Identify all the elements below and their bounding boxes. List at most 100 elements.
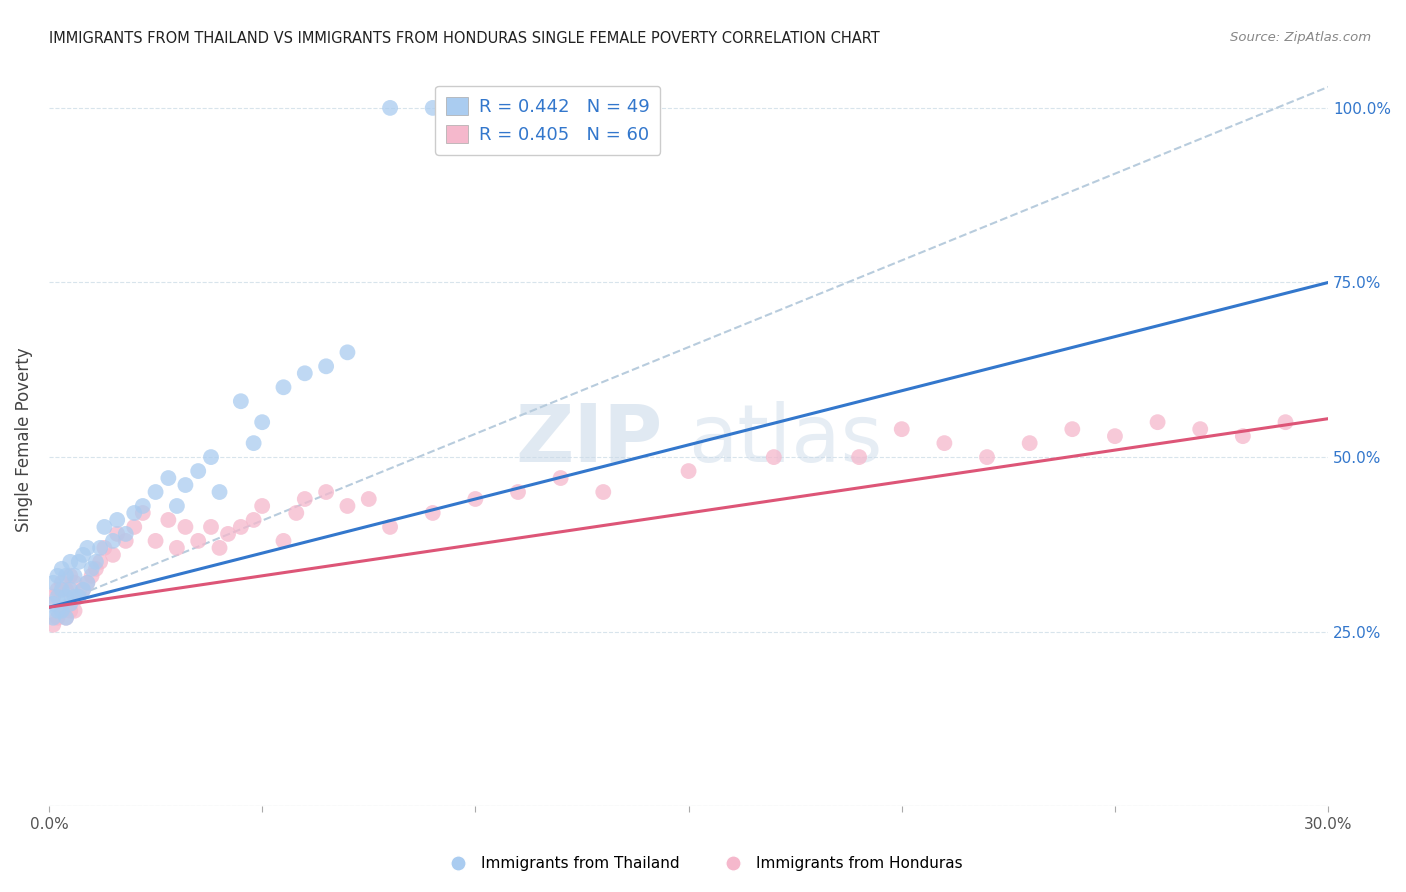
Point [273, 380, 295, 394]
Point [762, 450, 785, 464]
Point [506, 485, 529, 500]
Point [934, 436, 956, 450]
Legend: Immigrants from Thailand, Immigrants from Honduras: Immigrants from Thailand, Immigrants fro… [437, 850, 969, 877]
Point [217, 527, 239, 541]
Point [59, 604, 82, 618]
Point [55, 569, 77, 583]
Point [132, 499, 155, 513]
Point [51, 582, 73, 597]
Point [166, 541, 188, 555]
Point [51, 575, 73, 590]
Point [72, 582, 94, 597]
Y-axis label: Single Female Poverty: Single Female Poverty [15, 347, 32, 532]
Point [200, 450, 222, 464]
Point [51, 604, 73, 618]
Point [422, 506, 444, 520]
Point [208, 541, 231, 555]
Point [80, 562, 103, 576]
Point [55, 611, 77, 625]
Point [157, 513, 180, 527]
Point [42, 611, 65, 625]
Point [422, 101, 444, 115]
Point [101, 548, 124, 562]
Point [72, 582, 94, 597]
Point [46, 569, 69, 583]
Text: atlas: atlas [689, 401, 883, 479]
Point [174, 520, 197, 534]
Point [76, 575, 98, 590]
Point [848, 450, 870, 464]
Point [378, 101, 401, 115]
Text: ZIP: ZIP [516, 401, 664, 479]
Point [122, 520, 145, 534]
Point [890, 422, 912, 436]
Point [46, 604, 69, 618]
Point [59, 582, 82, 597]
Point [1104, 429, 1126, 443]
Point [187, 533, 209, 548]
Point [46, 611, 69, 625]
Point [1018, 436, 1040, 450]
Point [63, 575, 86, 590]
Point [114, 527, 136, 541]
Point [157, 471, 180, 485]
Point [93, 541, 115, 555]
Point [145, 485, 167, 500]
Point [55, 611, 77, 625]
Point [105, 513, 128, 527]
Point [315, 359, 337, 374]
Text: IMMIGRANTS FROM THAILAND VS IMMIGRANTS FROM HONDURAS SINGLE FEMALE POVERTY CORRE: IMMIGRANTS FROM THAILAND VS IMMIGRANTS F… [49, 31, 880, 46]
Point [357, 491, 380, 506]
Point [592, 485, 614, 500]
Point [145, 533, 167, 548]
Legend: R = 0.442   N = 49, R = 0.405   N = 60: R = 0.442 N = 49, R = 0.405 N = 60 [436, 86, 661, 155]
Point [80, 569, 103, 583]
Point [105, 527, 128, 541]
Point [67, 590, 90, 604]
Point [166, 499, 188, 513]
Text: Source: ZipAtlas.com: Source: ZipAtlas.com [1230, 31, 1371, 45]
Point [93, 520, 115, 534]
Point [101, 533, 124, 548]
Point [200, 520, 222, 534]
Point [678, 464, 700, 478]
Point [550, 471, 572, 485]
Point [114, 533, 136, 548]
Point [84, 555, 107, 569]
Point [378, 520, 401, 534]
Point [72, 548, 94, 562]
Point [336, 345, 359, 359]
Point [315, 485, 337, 500]
Point [1062, 422, 1084, 436]
Point [63, 604, 86, 618]
Point [187, 464, 209, 478]
Point [89, 555, 111, 569]
Point [1232, 429, 1254, 443]
Point [76, 541, 98, 555]
Point [976, 450, 998, 464]
Point [229, 520, 252, 534]
Point [46, 582, 69, 597]
Point [59, 555, 82, 569]
Point [174, 478, 197, 492]
Point [76, 575, 98, 590]
Point [46, 590, 69, 604]
Point [63, 569, 86, 583]
Point [51, 604, 73, 618]
Point [51, 562, 73, 576]
Point [59, 569, 82, 583]
Point [55, 582, 77, 597]
Point [1274, 415, 1296, 429]
Point [285, 506, 308, 520]
Point [84, 562, 107, 576]
Point [55, 590, 77, 604]
Point [229, 394, 252, 409]
Point [59, 597, 82, 611]
Point [42, 617, 65, 632]
Point [250, 415, 273, 429]
Point [67, 555, 90, 569]
Point [242, 436, 264, 450]
Point [464, 491, 486, 506]
Point [42, 597, 65, 611]
Point [250, 499, 273, 513]
